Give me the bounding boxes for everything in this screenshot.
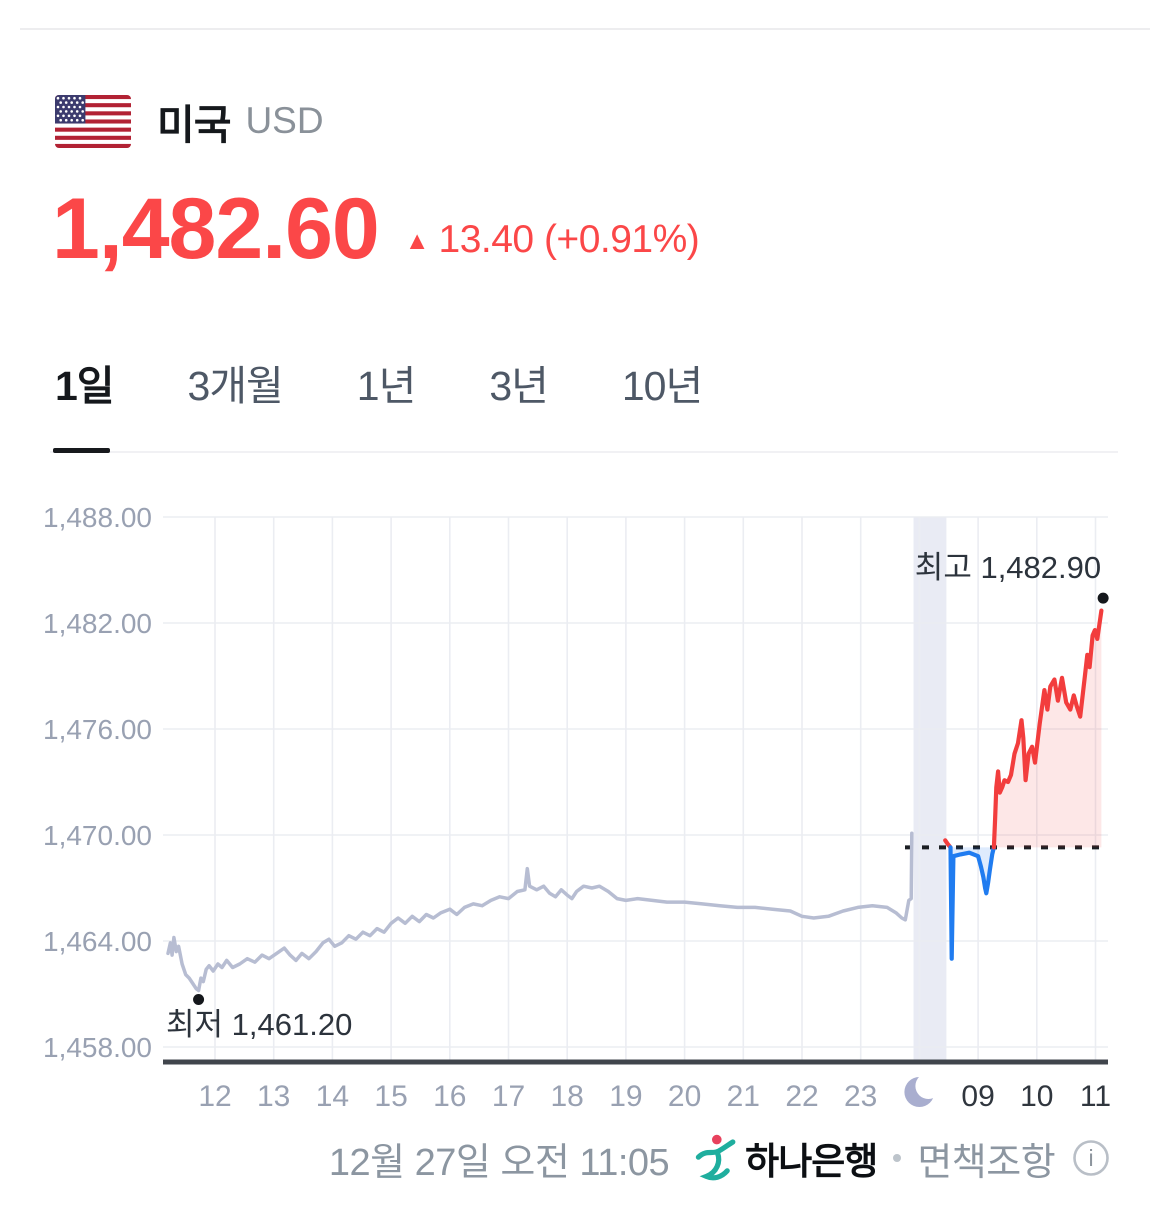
x-axis-label: 13	[257, 1080, 290, 1113]
x-axis-label: 16	[433, 1080, 466, 1113]
day-session-line	[166, 831, 914, 993]
x-axis-label: 12	[198, 1080, 231, 1113]
x-axis-label: 23	[844, 1080, 877, 1113]
x-axis-label: 21	[727, 1080, 760, 1113]
price-block: 1,482.60 ▲ 13.40 (+0.91%)	[52, 181, 700, 277]
y-axis-label: 1,482.00	[43, 608, 152, 639]
night-below-prev-close-line	[948, 845, 996, 961]
hana-bank-logo: 하나은행	[695, 1131, 878, 1185]
separator-dot	[893, 1154, 902, 1162]
country-name: 미국	[157, 102, 231, 148]
x-axis-label: 17	[492, 1080, 525, 1113]
us-flag-icon	[55, 94, 131, 148]
exchange-rate-chart[interactable]: 1,488.00 1,482.00 1,476.00 1,470.00 1,464.00…	[0, 460, 1170, 1120]
info-icon[interactable]: i	[1071, 1138, 1111, 1178]
x-axis-label: 20	[668, 1080, 701, 1113]
tab-1day[interactable]: 1일	[55, 352, 115, 412]
period-tabs: 1일 3개월 1년 3년 10년	[55, 352, 703, 412]
currency-header: 미국 USD	[55, 92, 324, 150]
tab-3years[interactable]: 3년	[489, 352, 549, 412]
selected-tab-underline	[53, 448, 110, 453]
low-point-dot	[193, 993, 205, 1005]
tab-3months[interactable]: 3개월	[188, 352, 284, 412]
high-point-dot	[1097, 592, 1109, 604]
y-axis-label: 1,476.00	[43, 714, 152, 745]
x-axis-label: 09	[961, 1080, 994, 1113]
tab-1year[interactable]: 1년	[357, 352, 417, 412]
price-change: ▲ 13.40 (+0.91%)	[405, 218, 700, 262]
x-axis-label: 18	[551, 1080, 584, 1113]
y-axis-label: 1,488.00	[43, 502, 152, 533]
y-axis-label: 1,464.00	[43, 926, 152, 957]
x-axis-label: 14	[316, 1080, 349, 1113]
y-axis-label: 1,458.00	[43, 1032, 152, 1063]
x-axis-label: 22	[785, 1080, 818, 1113]
current-rate: 1,482.60	[52, 181, 380, 277]
hana-bank-name: 하나은행	[745, 1141, 878, 1182]
moon-icon-cutout	[915, 1073, 942, 1099]
x-axis-label: 15	[374, 1080, 407, 1113]
morning-above-prev-close-area	[993, 610, 1102, 848]
svg-text:i: i	[1089, 1145, 1094, 1171]
disclaimer-link[interactable]: 면책조항	[917, 1141, 1056, 1184]
y-axis-label: 1,470.00	[43, 820, 152, 851]
chart-footer: 12월 27일 오전 11:05 하나은행 면책조항 i	[270, 1128, 1170, 1188]
currency-code: USD	[245, 100, 324, 141]
night-below-prev-close-area	[950, 847, 994, 959]
up-arrow-icon: ▲	[404, 226, 430, 255]
x-axis-label: 11	[1080, 1080, 1111, 1113]
night-session-band	[913, 517, 947, 1060]
x-axis-label: 10	[1020, 1080, 1053, 1113]
top-divider	[20, 28, 1150, 30]
high-annotation: 최고 1,482.90	[915, 550, 1101, 585]
tabs-underline-track	[50, 451, 1118, 453]
morning-above-prev-close-line	[991, 608, 1104, 850]
low-annotation: 최저 1,461.20	[166, 1007, 352, 1042]
change-value: 13.40 (+0.91%)	[438, 218, 700, 261]
x-axis-label: 19	[609, 1080, 642, 1113]
hana-bank-symbol-icon	[695, 1134, 736, 1181]
tab-10years[interactable]: 10년	[622, 352, 703, 412]
quote-timestamp: 12월 27일 오전 11:05	[328, 1141, 670, 1184]
